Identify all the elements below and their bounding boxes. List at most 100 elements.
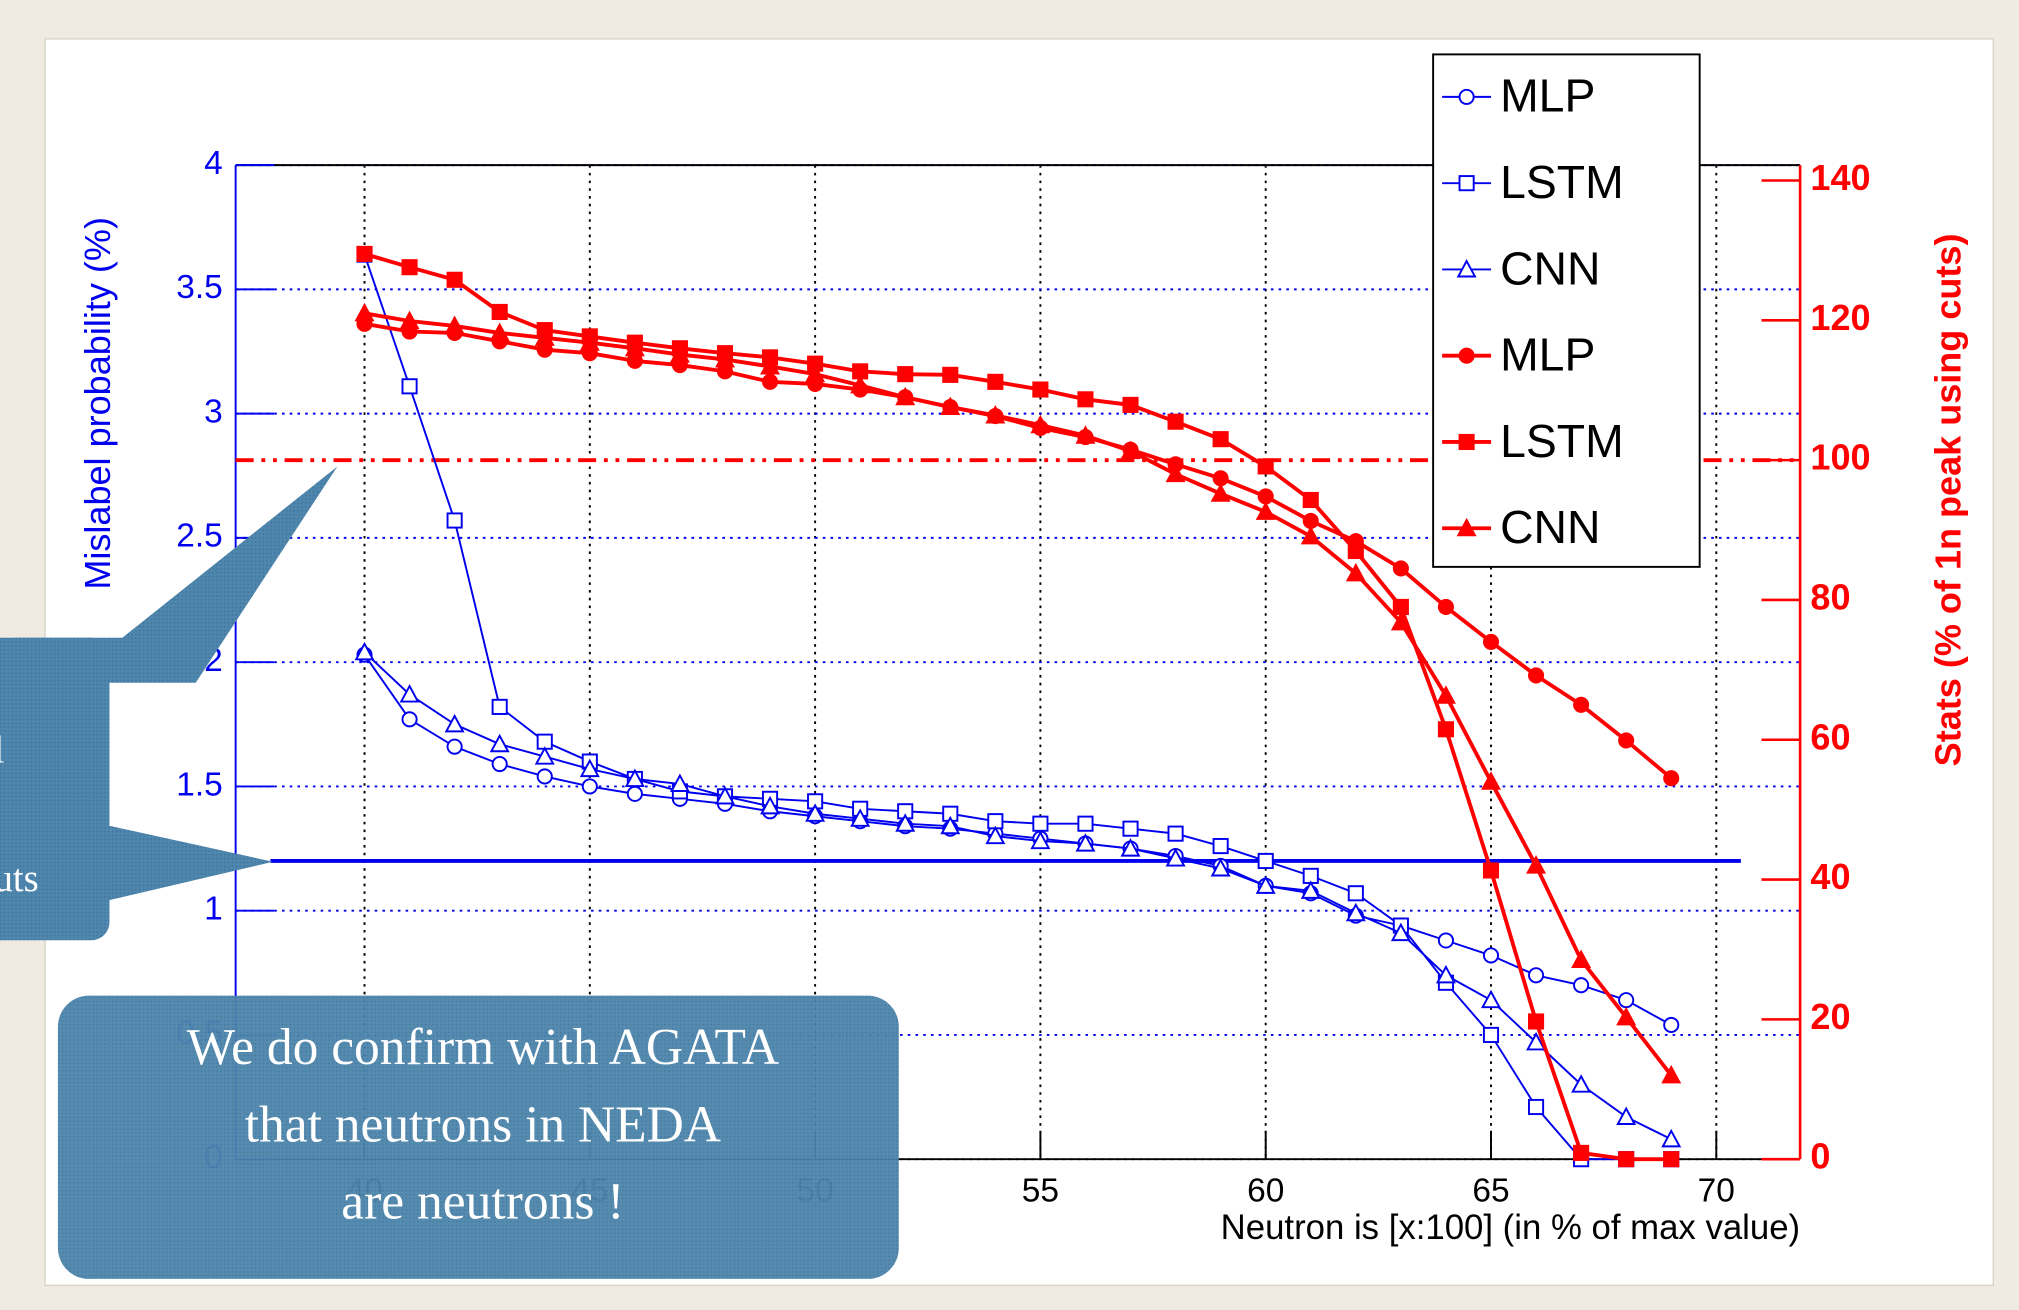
point [536, 768, 553, 785]
point [1482, 633, 1500, 650]
legend-marker [1456, 517, 1477, 537]
point [1032, 381, 1049, 398]
point [1345, 562, 1366, 582]
point [1075, 833, 1096, 852]
legend-marker [1458, 433, 1475, 451]
legend-label: CNN [1500, 501, 1600, 553]
point [491, 755, 508, 773]
point [714, 349, 735, 368]
point [444, 713, 465, 733]
y2-tick-label: 0 [1810, 1136, 1830, 1177]
point [579, 332, 600, 351]
point [1437, 721, 1454, 738]
point [1075, 425, 1096, 444]
point [579, 758, 600, 778]
y2-tick-label: 140 [1810, 157, 1870, 198]
point [1077, 391, 1094, 408]
point [534, 746, 555, 765]
y-tick-label: 1.5 [176, 766, 223, 803]
point [985, 825, 1006, 845]
point [805, 803, 826, 822]
point [987, 373, 1004, 390]
point [1257, 488, 1274, 505]
point [1573, 696, 1590, 713]
point [1122, 820, 1139, 837]
point [1300, 525, 1321, 545]
point [1482, 862, 1500, 879]
point [1661, 1064, 1682, 1084]
point [1347, 542, 1364, 560]
point [1165, 848, 1186, 867]
point [581, 778, 598, 795]
series-line [364, 311, 1673, 1077]
point [1347, 885, 1364, 902]
callout-left [0, 637, 110, 941]
point [669, 344, 690, 363]
point [1437, 932, 1454, 949]
point [850, 808, 871, 827]
point [1663, 770, 1680, 787]
callout-text: uts [0, 858, 39, 900]
y-tick-label: 3 [204, 393, 223, 430]
point [401, 378, 418, 395]
point [895, 386, 916, 406]
callout-main [57, 995, 899, 1279]
y-tick-label: 1 [204, 891, 223, 928]
point [940, 396, 961, 416]
legend-box [1432, 53, 1701, 568]
point [850, 374, 871, 394]
point [1257, 852, 1274, 870]
point [1165, 463, 1186, 483]
point [1390, 611, 1411, 631]
point [1573, 1144, 1590, 1161]
legend-marker [1458, 347, 1475, 364]
x-tick-label: 60 [1247, 1173, 1284, 1210]
callout-text: are neutrons ! [341, 1174, 624, 1231]
point [1255, 875, 1276, 894]
point [446, 271, 463, 288]
point [1390, 922, 1411, 942]
point [1255, 501, 1276, 520]
point [491, 698, 508, 715]
point [354, 302, 375, 322]
point [1032, 815, 1049, 832]
point [1392, 598, 1409, 615]
x-axis-label: Neutron is [x:100] (in % of max value) [1221, 1209, 1800, 1247]
point [714, 785, 735, 805]
point [354, 641, 375, 661]
point [1526, 1031, 1547, 1051]
point [446, 512, 463, 529]
point [1392, 560, 1409, 577]
point [1526, 855, 1547, 874]
point [1618, 732, 1635, 749]
point [1482, 947, 1500, 964]
point [1618, 992, 1635, 1009]
legend: MLP LSTM CNN MLP LSTM CNN [1432, 53, 1701, 568]
point [1616, 1106, 1637, 1125]
legend-marker [1458, 88, 1475, 105]
point [1528, 1013, 1545, 1030]
y-tick-label: 3.5 [176, 269, 223, 306]
point [444, 315, 465, 334]
callout-text: that neutrons in NEDA [245, 1096, 721, 1153]
point [1302, 491, 1319, 509]
point [401, 711, 418, 728]
point [399, 684, 420, 703]
point [534, 327, 555, 346]
y2-axis-label: Stats (% of 1n peak using cuts) [1927, 234, 1968, 767]
y-axis-label: Mislabel probability (%) [77, 217, 118, 590]
point [1481, 771, 1501, 790]
legend-label: LSTM [1500, 415, 1624, 467]
point [1437, 598, 1454, 615]
point [1212, 838, 1229, 855]
point [1120, 838, 1141, 857]
point [1210, 483, 1231, 502]
y2-tick-label: 20 [1810, 996, 1850, 1037]
point [1482, 1026, 1500, 1043]
point [489, 322, 510, 341]
point [1030, 830, 1051, 850]
legend-marker [1456, 259, 1477, 278]
point [1300, 880, 1321, 899]
point [491, 303, 508, 320]
y2-tick-label: 100 [1810, 437, 1870, 478]
